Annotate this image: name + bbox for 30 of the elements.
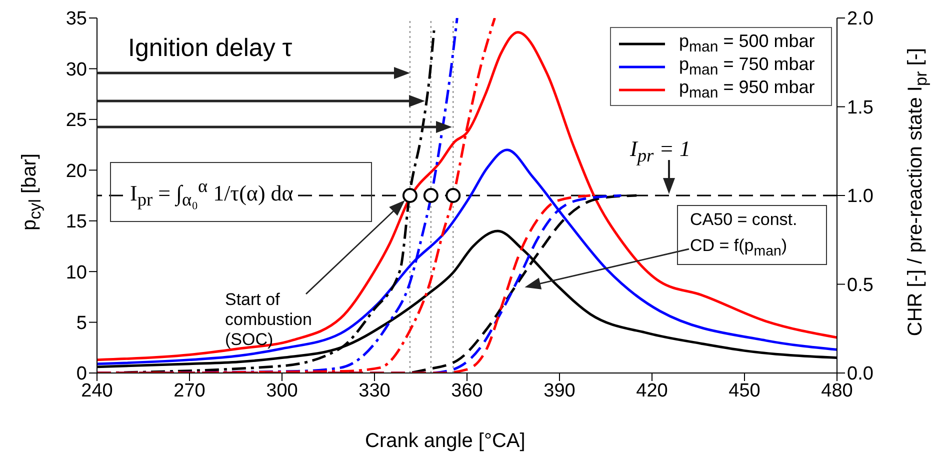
y-tick-label: 15	[66, 212, 87, 233]
x-tick-label: 420	[636, 380, 668, 402]
legend-label: p$_{man}$ = 950 mbar	[679, 77, 815, 102]
y2-tick-label: 2.0	[847, 8, 874, 30]
annotation: CD = f(p$_{man}$)	[690, 236, 787, 260]
x-tick-label: 450	[728, 380, 760, 402]
x-tick-label: 270	[174, 380, 206, 402]
x-tick-label: 360	[451, 380, 483, 402]
x-tick-label: 330	[358, 380, 390, 402]
y-tick-label: 25	[66, 110, 87, 132]
x-axis-title: Crank angle [°CA]	[365, 430, 526, 453]
y2-tick-label: 1.5	[847, 97, 874, 118]
x-tick-label: 300	[266, 380, 298, 402]
y-tick-label: 10	[66, 262, 87, 284]
annotation: Start of combustion (SOC)	[225, 290, 313, 350]
y-tick-label: 35	[66, 8, 87, 30]
y-tick-label: 5	[76, 313, 87, 334]
annotation: I$_{pr}$ = ∫$_{α₀}$$^{α}$ 1/τ(α) dα	[130, 176, 294, 211]
y2-tick-label: 0.5	[847, 274, 874, 296]
y2-tick-label: 1.0	[847, 186, 874, 208]
x-tick-label: 480	[821, 380, 853, 402]
legend-label: p$_{man}$ = 750 mbar	[679, 54, 815, 79]
annotation: I$_{pr}$ = 1	[630, 136, 690, 166]
annotation: CA50 = const.	[690, 210, 798, 230]
y-tick-label: 30	[66, 59, 87, 80]
x-tick-label: 390	[544, 380, 576, 402]
x-tick-label: 240	[81, 380, 113, 402]
legend-label: p$_{man}$ = 500 mbar	[679, 31, 815, 56]
annotation: Ignition delay τ	[128, 34, 292, 63]
y-tick-label: 20	[66, 160, 87, 182]
